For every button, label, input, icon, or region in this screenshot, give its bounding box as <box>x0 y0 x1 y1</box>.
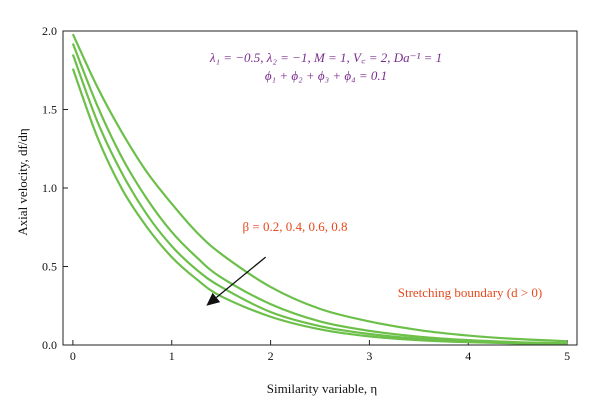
x-tick-label: 2 <box>268 349 274 363</box>
y-tick-label: 2.0 <box>42 24 57 38</box>
arrow-layer <box>206 256 267 306</box>
parameters-line-2: ϕ₁ + ϕ₂ + ϕ₃ + ϕ₄ = 0.1 <box>265 68 387 83</box>
beta-annotation: β = 0.2, 0.4, 0.6, 0.8 <box>243 219 348 234</box>
y-axis-label: Axial velocity, df/dη <box>15 128 30 236</box>
series-line-4 <box>71 33 568 343</box>
plot-frame <box>62 30 578 346</box>
y-tick-label: 1.0 <box>42 181 57 195</box>
x-axis-label: Similarity variable, η <box>267 381 378 396</box>
y-tick-label: 1.5 <box>42 103 57 117</box>
x-tick-label: 5 <box>564 349 570 363</box>
series-layer <box>71 33 568 346</box>
series-line-1 <box>71 68 568 346</box>
x-tick-label: 4 <box>465 349 471 363</box>
y-tick-label: 0.5 <box>42 260 57 274</box>
boundary-annotation: Stretching boundary (d > 0) <box>398 285 543 300</box>
y-tick-label: 0.0 <box>42 338 57 352</box>
series-line-2 <box>71 54 568 345</box>
parameters-line-1: λ₁ = −0.5, λ₂ = −1, M = 1, V꜀ = 2, Da⁻¹ … <box>209 50 442 65</box>
series-line-3 <box>71 43 568 345</box>
x-tick-label: 3 <box>366 349 372 363</box>
x-tick-label: 0 <box>70 349 76 363</box>
ticks-layer: 0 1 2 3 4 5 0.0 0.5 1.0 1.5 2.0 <box>42 24 570 363</box>
beta-arrow-shaft <box>215 256 267 299</box>
x-tick-label: 1 <box>169 349 175 363</box>
beta-arrow-head <box>206 292 221 306</box>
